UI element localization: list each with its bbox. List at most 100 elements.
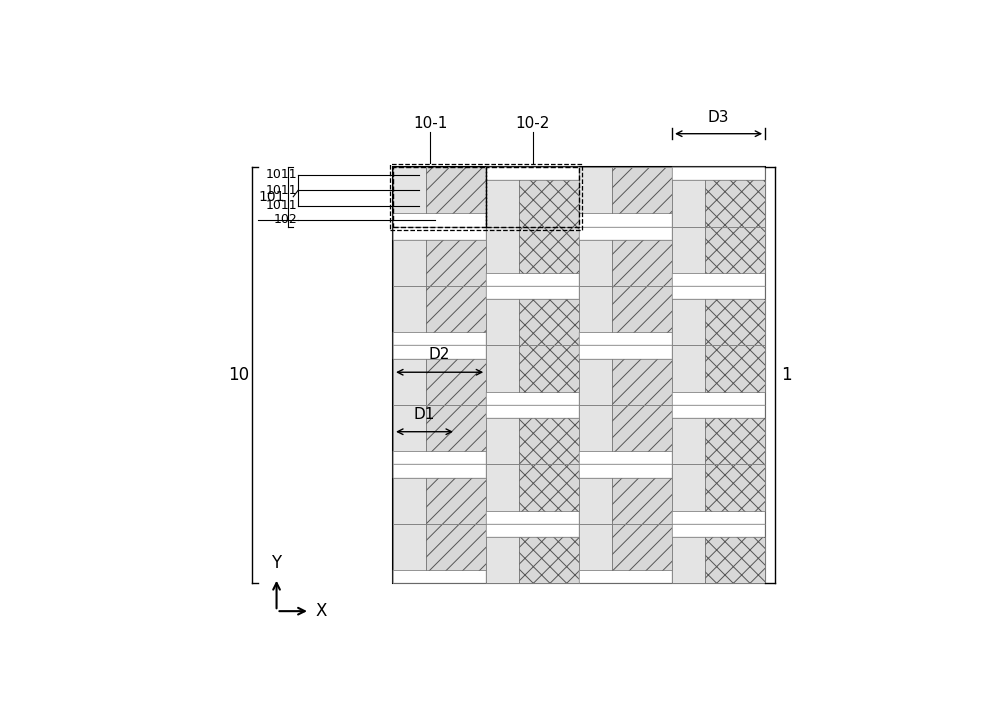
Bar — [486, 392, 579, 405]
Bar — [486, 405, 579, 418]
Bar — [519, 464, 579, 510]
Text: 101: 101 — [259, 190, 285, 204]
Bar — [393, 167, 765, 583]
Bar — [393, 213, 486, 226]
Bar — [486, 464, 519, 510]
Text: 10-1: 10-1 — [413, 116, 448, 131]
Bar — [486, 537, 519, 583]
Bar — [393, 451, 486, 464]
Bar — [393, 358, 426, 405]
Bar — [486, 286, 579, 299]
Bar — [612, 358, 672, 405]
Bar — [519, 226, 579, 273]
Bar — [426, 358, 486, 405]
Bar — [486, 299, 519, 345]
Bar — [426, 286, 486, 332]
Bar — [393, 477, 426, 524]
Text: 10-2: 10-2 — [515, 116, 550, 131]
Bar — [426, 524, 486, 570]
Bar — [486, 167, 579, 226]
Bar — [519, 299, 579, 345]
Bar — [672, 392, 765, 405]
Bar — [672, 286, 765, 299]
Bar — [393, 570, 486, 583]
Bar — [426, 239, 486, 286]
Bar — [579, 358, 612, 405]
Bar — [579, 226, 672, 239]
Bar — [393, 239, 426, 286]
Bar — [393, 286, 426, 332]
Bar — [486, 418, 519, 464]
Bar — [393, 405, 426, 451]
Bar — [579, 477, 612, 524]
Bar — [579, 286, 612, 332]
Bar — [579, 451, 672, 464]
Bar — [519, 180, 579, 226]
Text: X: X — [315, 602, 327, 620]
Bar — [579, 345, 672, 358]
Text: 1011: 1011 — [266, 184, 298, 197]
Text: D3: D3 — [708, 110, 729, 125]
Bar — [672, 510, 765, 524]
Bar — [519, 537, 579, 583]
Bar — [612, 286, 672, 332]
Bar — [672, 524, 765, 537]
Bar — [612, 405, 672, 451]
Bar — [486, 167, 579, 180]
Bar — [393, 167, 486, 226]
Bar — [579, 213, 672, 226]
Bar — [612, 477, 672, 524]
Bar — [672, 226, 705, 273]
Bar — [426, 477, 486, 524]
Bar — [486, 180, 519, 226]
Bar — [393, 332, 486, 345]
Text: Y: Y — [271, 554, 282, 572]
Text: 1011: 1011 — [266, 199, 298, 212]
Text: D2: D2 — [429, 348, 450, 362]
Bar — [393, 345, 486, 358]
Bar — [579, 570, 672, 583]
Bar — [579, 464, 672, 477]
Bar — [705, 464, 765, 510]
Bar — [519, 418, 579, 464]
Bar — [672, 464, 705, 510]
Text: 1011: 1011 — [266, 168, 298, 181]
Bar — [486, 226, 519, 273]
Bar — [486, 510, 579, 524]
Bar — [672, 299, 705, 345]
Bar — [579, 239, 612, 286]
Bar — [612, 524, 672, 570]
Bar — [612, 239, 672, 286]
Text: 1: 1 — [781, 366, 791, 384]
Bar — [579, 405, 612, 451]
Bar — [486, 273, 579, 286]
Bar — [672, 405, 765, 418]
Bar — [579, 332, 672, 345]
Bar — [705, 299, 765, 345]
Bar — [672, 537, 705, 583]
Bar — [426, 405, 486, 451]
Bar — [705, 180, 765, 226]
Bar — [672, 418, 705, 464]
Bar — [393, 167, 426, 213]
Bar — [393, 226, 486, 239]
Text: 102: 102 — [274, 213, 298, 226]
Text: 10: 10 — [228, 366, 249, 384]
Bar — [519, 345, 579, 392]
Bar — [579, 524, 612, 570]
Bar — [705, 418, 765, 464]
Bar — [612, 167, 672, 213]
Text: D1: D1 — [414, 407, 435, 422]
Bar — [426, 167, 486, 213]
Bar — [672, 180, 705, 226]
Bar — [393, 524, 426, 570]
Bar — [705, 226, 765, 273]
Bar — [486, 524, 579, 537]
Bar — [672, 273, 765, 286]
Bar — [579, 167, 612, 213]
Bar — [705, 345, 765, 392]
Bar — [390, 164, 582, 230]
Bar — [705, 537, 765, 583]
Bar — [672, 345, 705, 392]
Bar — [486, 345, 519, 392]
